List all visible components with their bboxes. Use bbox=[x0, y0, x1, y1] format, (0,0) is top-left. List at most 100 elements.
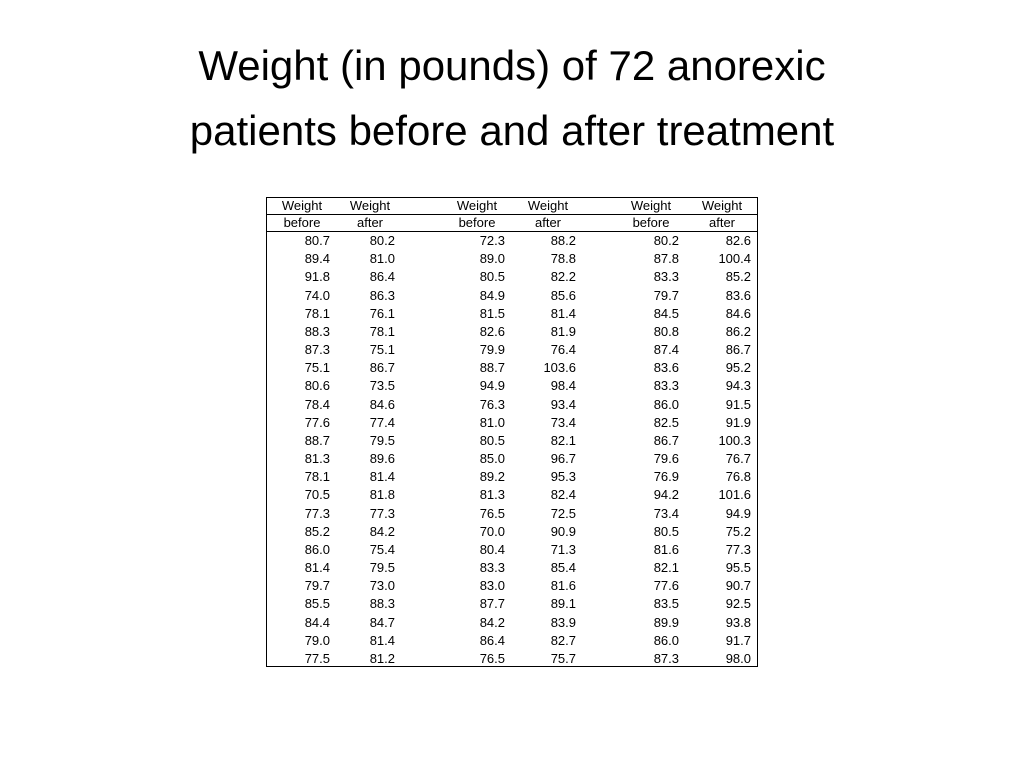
table-cell: 75.1 bbox=[369, 342, 395, 357]
table-cell: 91.7 bbox=[725, 632, 751, 648]
table-cell: 94.9 bbox=[479, 378, 505, 394]
table-cell: 80.8 bbox=[653, 323, 679, 339]
table-cell: 75.7 bbox=[550, 650, 576, 666]
table-cell: 78.4 bbox=[304, 396, 330, 412]
table-cell: 90.9 bbox=[550, 523, 576, 539]
table-cell: 77.4 bbox=[369, 414, 395, 430]
table-cell: 83.9 bbox=[550, 614, 576, 630]
table-cell: 81.4 bbox=[369, 632, 395, 648]
table-cell: 84.5 bbox=[653, 305, 679, 321]
table-cell: 74.0 bbox=[304, 287, 330, 303]
table-cell: 81.3 bbox=[479, 487, 505, 503]
table-cell: 80.4 bbox=[479, 541, 505, 557]
table-cell: 82.1 bbox=[550, 432, 576, 448]
table-cell: 85.2 bbox=[725, 269, 751, 285]
table-cell: 79.7 bbox=[304, 578, 330, 594]
table-cell: 78.8 bbox=[550, 251, 576, 267]
table-cell: 83.0 bbox=[479, 578, 505, 594]
table-cell: 81.9 bbox=[550, 323, 576, 339]
table-cell: 83.6 bbox=[725, 287, 751, 303]
table-cell: 95.2 bbox=[725, 360, 751, 376]
table-cell: 98.4 bbox=[550, 378, 576, 394]
table-cell: 86.7 bbox=[653, 432, 679, 448]
table-cell: 91.8 bbox=[304, 269, 330, 285]
table-cell: 91.5 bbox=[725, 396, 751, 412]
table-cell: 85.4 bbox=[550, 560, 576, 575]
table-cell: 81.5 bbox=[479, 305, 505, 321]
table-cell: 70.0 bbox=[479, 523, 505, 539]
table-cell: 81.4 bbox=[550, 305, 576, 321]
table-cell: 92.5 bbox=[725, 596, 751, 612]
table-cell: 83.5 bbox=[653, 596, 679, 612]
table-cell: 86.4 bbox=[479, 632, 505, 648]
header-cell: Weight bbox=[701, 198, 743, 213]
table-cell: 86.0 bbox=[653, 632, 679, 648]
header-rule bbox=[267, 231, 757, 232]
table-cell: 79.9 bbox=[479, 342, 505, 357]
header-cell: Weight bbox=[281, 198, 323, 213]
header-cell: Weight bbox=[630, 198, 672, 213]
table-cell: 75.2 bbox=[725, 523, 751, 539]
table-cell: 80.6 bbox=[304, 378, 330, 394]
table-cell: 89.0 bbox=[479, 251, 505, 267]
table-cell: 81.3 bbox=[304, 451, 330, 466]
table-cell: 83.6 bbox=[653, 360, 679, 376]
table-cell: 86.0 bbox=[304, 541, 330, 557]
table-cell: 95.5 bbox=[725, 560, 751, 575]
table-cell: 83.3 bbox=[479, 560, 505, 575]
table-cell: 81.0 bbox=[479, 414, 505, 430]
table-cell: 93.4 bbox=[550, 396, 576, 412]
table-cell: 77.5 bbox=[304, 650, 330, 666]
table-cell: 78.1 bbox=[304, 469, 330, 485]
table-cell: 73.4 bbox=[550, 414, 576, 430]
table-cell: 84.2 bbox=[479, 614, 505, 630]
table-cell: 73.5 bbox=[369, 378, 395, 394]
table-cell: 103.6 bbox=[543, 360, 576, 376]
table-cell: 86.4 bbox=[369, 269, 395, 285]
table-cell: 77.3 bbox=[304, 505, 330, 521]
table-cell: 75.1 bbox=[304, 360, 330, 376]
table-cell: 80.5 bbox=[479, 269, 505, 285]
data-table: Weight Weight Weight Weight Weight Weight befo… bbox=[266, 197, 758, 667]
header-cell: before bbox=[283, 215, 321, 230]
table-cell: 81.8 bbox=[369, 487, 395, 503]
table-cell: 76.1 bbox=[369, 305, 395, 321]
table-cell: 82.4 bbox=[550, 487, 576, 503]
table-cell: 72.5 bbox=[550, 505, 576, 521]
table-cell: 86.2 bbox=[725, 323, 751, 339]
table-cell: 87.3 bbox=[653, 650, 679, 666]
table-cell: 77.3 bbox=[369, 505, 395, 521]
table-cell: 84.6 bbox=[725, 305, 751, 321]
table-cell: 86.3 bbox=[369, 287, 395, 303]
table-cell: 73.0 bbox=[369, 578, 395, 594]
table-cell: 76.4 bbox=[550, 342, 576, 357]
table-cell: 73.4 bbox=[653, 505, 679, 521]
table-cell: 89.6 bbox=[369, 451, 395, 466]
table-cell: 94.9 bbox=[725, 505, 751, 521]
table-cell: 78.1 bbox=[369, 323, 395, 339]
table-cell: 85.2 bbox=[304, 523, 330, 539]
table-cell: 76.3 bbox=[479, 396, 505, 412]
table-cell: 80.2 bbox=[653, 233, 679, 248]
table-cell: 86.0 bbox=[653, 396, 679, 412]
table-cell: 80.5 bbox=[479, 432, 505, 448]
table-cell: 82.6 bbox=[725, 233, 751, 248]
table-cell: 82.1 bbox=[653, 560, 679, 575]
table-cell: 81.6 bbox=[550, 578, 576, 594]
table-cell: 82.5 bbox=[653, 414, 679, 430]
table-cell: 70.5 bbox=[304, 487, 330, 503]
table-cell: 88.3 bbox=[369, 596, 395, 612]
table-cell: 84.4 bbox=[304, 614, 330, 630]
header-cell: before bbox=[632, 215, 670, 230]
table-cell: 72.3 bbox=[479, 233, 505, 248]
table-cell: 89.2 bbox=[479, 469, 505, 485]
table-cell: 78.1 bbox=[304, 305, 330, 321]
table-cell: 79.5 bbox=[369, 560, 395, 575]
table-cell: 89.9 bbox=[653, 614, 679, 630]
table-cell: 95.3 bbox=[550, 469, 576, 485]
table-cell: 80.2 bbox=[369, 233, 395, 248]
table-cell: 93.8 bbox=[725, 614, 751, 630]
table-cell: 82.2 bbox=[550, 269, 576, 285]
table-cell: 94.3 bbox=[725, 378, 751, 394]
table-cell: 82.7 bbox=[550, 632, 576, 648]
